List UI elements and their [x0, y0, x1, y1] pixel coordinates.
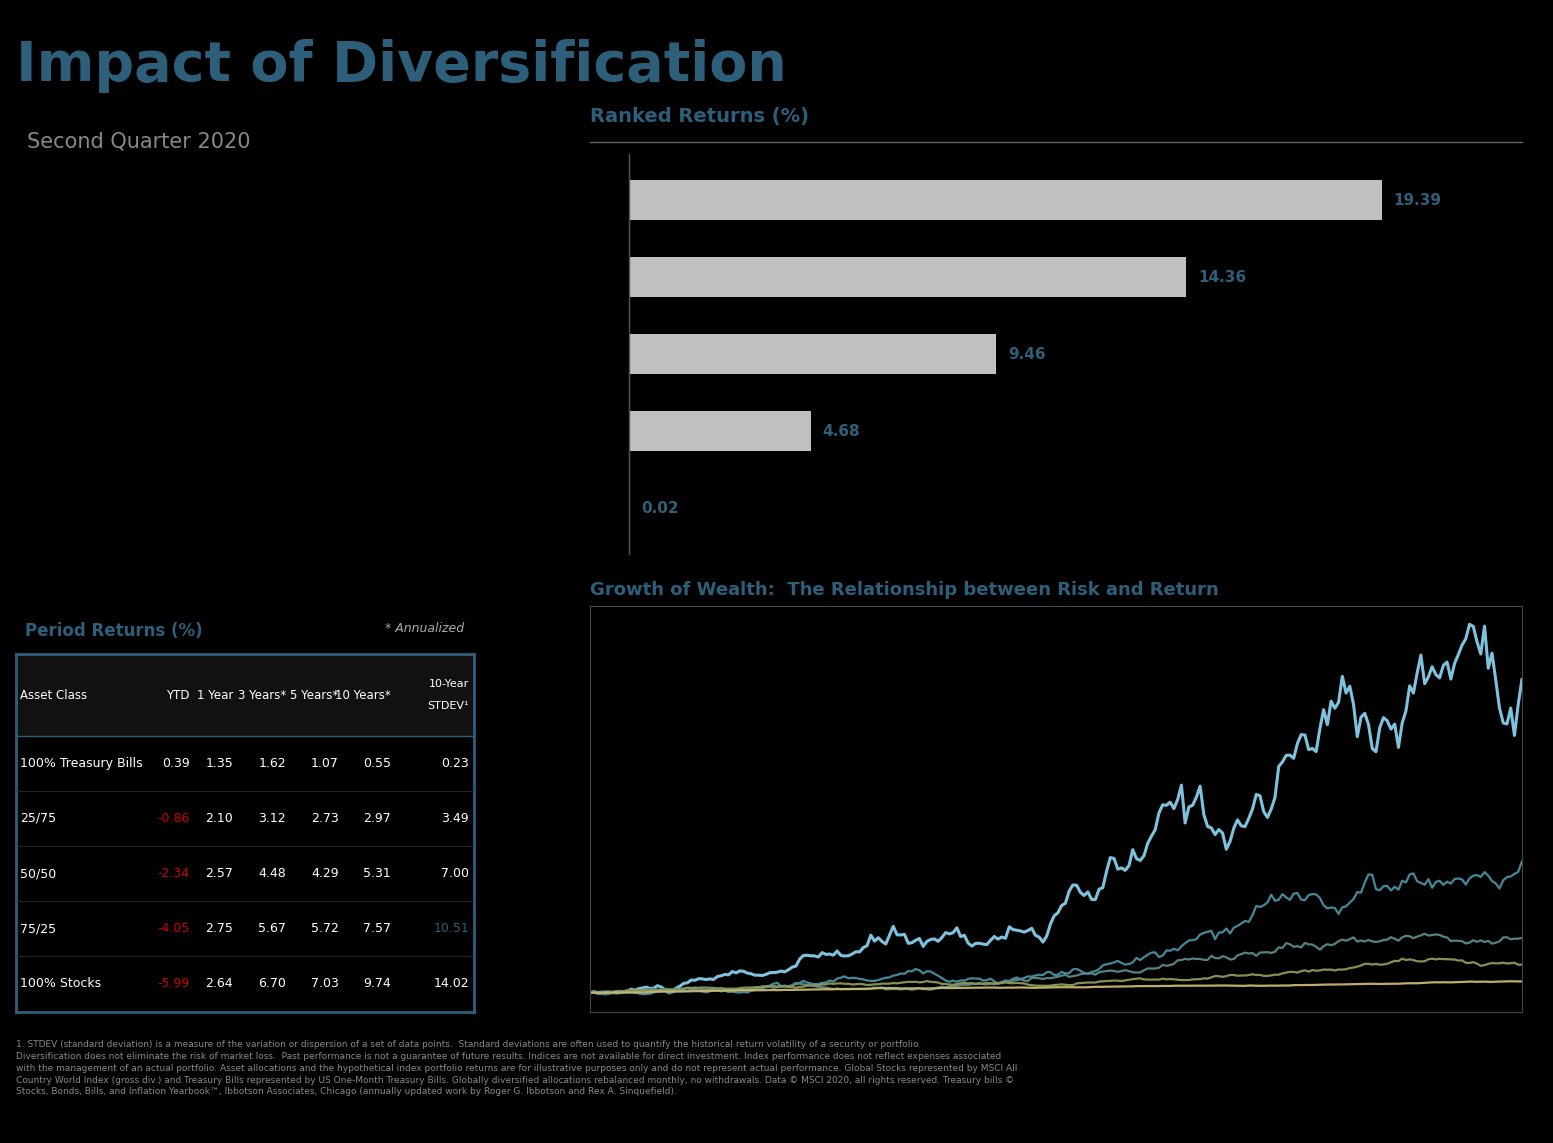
Text: 2.73: 2.73: [311, 812, 339, 825]
Text: 2.64: 2.64: [205, 977, 233, 991]
Bar: [629, 411, 811, 451]
Text: 10 Years*: 10 Years*: [335, 688, 391, 702]
Text: * Annualized: * Annualized: [385, 622, 464, 636]
Text: Impact of Diversification: Impact of Diversification: [16, 39, 786, 93]
Text: 0.23: 0.23: [441, 757, 469, 769]
Text: 100% Treasury Bills: 100% Treasury Bills: [20, 757, 143, 769]
Text: 0.02: 0.02: [641, 501, 679, 515]
Text: 0.39: 0.39: [162, 757, 189, 769]
Text: 25/75: 25/75: [20, 812, 56, 825]
Text: 7.57: 7.57: [363, 922, 391, 935]
Text: 4.68: 4.68: [823, 424, 860, 439]
Text: 75/25: 75/25: [20, 922, 56, 935]
Text: -4.05: -4.05: [157, 922, 189, 935]
Text: YTD: YTD: [166, 688, 189, 702]
Text: STDEV¹: STDEV¹: [427, 701, 469, 711]
Text: Ranked Returns (%): Ranked Returns (%): [590, 107, 809, 127]
Text: 2.97: 2.97: [363, 812, 391, 825]
Text: 7.00: 7.00: [441, 868, 469, 880]
Text: 5 Years*: 5 Years*: [290, 688, 339, 702]
Text: 1.62: 1.62: [258, 757, 286, 769]
Text: Growth of Wealth:  The Relationship between Risk and Return: Growth of Wealth: The Relationship betwe…: [590, 581, 1219, 599]
Text: 14.02: 14.02: [433, 977, 469, 991]
Text: 3 Years*: 3 Years*: [238, 688, 286, 702]
Text: 9.74: 9.74: [363, 977, 391, 991]
Text: 5.67: 5.67: [258, 922, 286, 935]
Text: 4.48: 4.48: [258, 868, 286, 880]
Text: 3.49: 3.49: [441, 812, 469, 825]
Text: 14.36: 14.36: [1199, 270, 1246, 285]
Text: 2.75: 2.75: [205, 922, 233, 935]
Text: -2.34: -2.34: [157, 868, 189, 880]
Text: 3.12: 3.12: [258, 812, 286, 825]
Text: 4.29: 4.29: [311, 868, 339, 880]
Text: 0.55: 0.55: [363, 757, 391, 769]
Text: -5.99: -5.99: [157, 977, 189, 991]
Text: 50/50: 50/50: [20, 868, 56, 880]
Text: -0.86: -0.86: [157, 812, 189, 825]
Text: 2.57: 2.57: [205, 868, 233, 880]
Text: Asset Class: Asset Class: [20, 688, 87, 702]
Bar: [629, 181, 1382, 221]
Text: 10-Year: 10-Year: [429, 679, 469, 689]
Text: 7.03: 7.03: [311, 977, 339, 991]
Text: 1.35: 1.35: [205, 757, 233, 769]
Text: 1.07: 1.07: [311, 757, 339, 769]
Text: 100% Stocks: 100% Stocks: [20, 977, 101, 991]
Text: 1. STDEV (standard deviation) is a measure of the variation or dispersion of a s: 1. STDEV (standard deviation) is a measu…: [16, 1040, 1017, 1096]
Text: 5.31: 5.31: [363, 868, 391, 880]
Text: 2.10: 2.10: [205, 812, 233, 825]
Text: Period Returns (%): Period Returns (%): [25, 622, 202, 640]
Text: 1 Year: 1 Year: [197, 688, 233, 702]
Text: 19.39: 19.39: [1393, 193, 1441, 208]
Bar: [629, 334, 997, 375]
Text: 6.70: 6.70: [258, 977, 286, 991]
Text: 5.72: 5.72: [311, 922, 339, 935]
Bar: [629, 257, 1186, 297]
Text: 10.51: 10.51: [433, 922, 469, 935]
Bar: [16, 655, 474, 736]
Text: Second Quarter 2020: Second Quarter 2020: [26, 131, 250, 152]
Text: 9.46: 9.46: [1008, 346, 1045, 362]
